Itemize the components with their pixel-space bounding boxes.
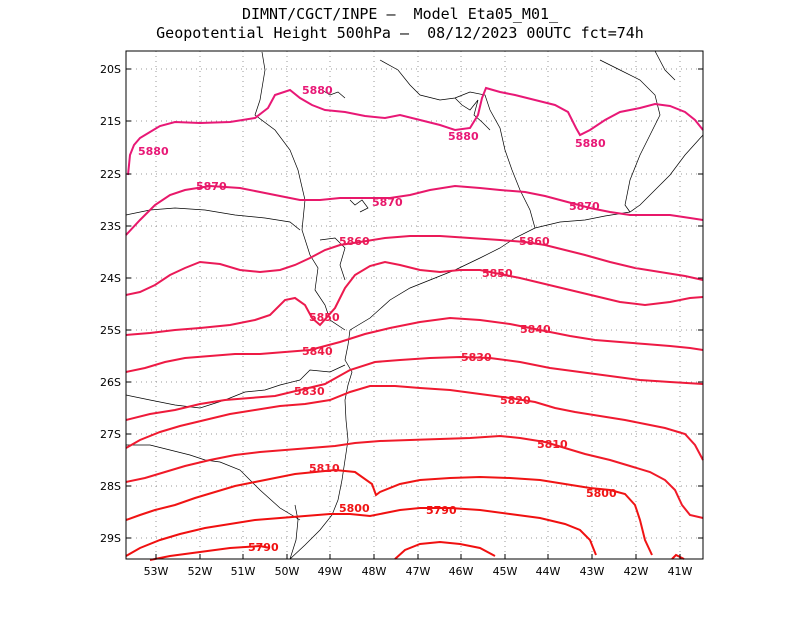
lat-label: 20S <box>100 63 121 76</box>
contour-label: 5880 <box>448 130 479 143</box>
contour-label: 5870 <box>569 200 600 213</box>
lon-label: 41W <box>668 565 693 578</box>
contour-label: 5860 <box>339 235 370 248</box>
lat-label: 28S <box>100 480 121 493</box>
lon-label: 44W <box>536 565 561 578</box>
contour-label: 5860 <box>519 235 550 248</box>
contour-5800 <box>125 468 653 556</box>
contour-5870 <box>125 184 704 236</box>
contour-label: 5830 <box>461 351 492 364</box>
latitude-labels: 20S 21S 22S 23S 24S 25S 26S 27S 28S 29S <box>100 63 121 545</box>
contour-label: 5840 <box>520 323 551 336</box>
contour-label: 5840 <box>302 345 333 358</box>
lon-label: 53W <box>144 565 169 578</box>
contour-5860 <box>125 235 704 296</box>
map-frame <box>125 50 704 560</box>
lon-label: 49W <box>318 565 343 578</box>
lon-label: 46W <box>449 565 474 578</box>
contour-label: 5850 <box>309 311 340 324</box>
contour-labels: 5880 5880 5880 5880 5870 5870 5870 5860 … <box>138 84 617 554</box>
contour-5840 <box>125 316 704 373</box>
contour-5790-south <box>149 544 271 561</box>
lon-label: 52W <box>188 565 213 578</box>
contour-label: 5820 <box>500 394 531 407</box>
contour-label: 5800 <box>339 502 370 515</box>
contour-5780-fragment <box>394 540 496 560</box>
tick-marks <box>126 68 703 559</box>
contour-5820 <box>125 385 704 461</box>
grid-lines <box>126 51 703 559</box>
contour-5850 <box>125 260 704 336</box>
lat-label: 25S <box>100 324 121 337</box>
contour-label: 5790 <box>248 541 279 554</box>
lat-label: 29S <box>100 532 121 545</box>
contour-east-fragment <box>671 553 685 560</box>
contour-label: 5880 <box>138 145 169 158</box>
lat-label: 21S <box>100 115 121 128</box>
title-source-model: DIMNT/CGCT/INPE – Model Eta05_M01_ <box>241 5 559 23</box>
contour-label: 5810 <box>309 462 340 475</box>
coastline-and-borders <box>125 50 704 560</box>
contour-5790 <box>125 507 597 557</box>
lon-label: 50W <box>275 565 300 578</box>
contour-lines <box>125 86 704 561</box>
contour-label: 5870 <box>196 180 227 193</box>
contour-label: 5880 <box>302 84 333 97</box>
lat-label: 23S <box>100 220 121 233</box>
title-field-date: Geopotential Height 500hPa – 08/12/2023 … <box>156 24 644 42</box>
contour-label: 5870 <box>372 196 403 209</box>
contour-label: 5790 <box>426 504 457 517</box>
lon-label: 43W <box>580 565 605 578</box>
contour-label: 5810 <box>537 438 568 451</box>
contour-5880 <box>127 86 704 176</box>
lat-label: 24S <box>100 272 121 285</box>
contour-label: 5880 <box>575 137 606 150</box>
contour-5810 <box>125 434 704 519</box>
contour-label: 5830 <box>294 385 325 398</box>
lat-label: 27S <box>100 428 121 441</box>
lat-label: 26S <box>100 376 121 389</box>
longitude-labels: 53W 52W 51W 50W 49W 48W 47W 46W 45W 44W … <box>144 565 693 578</box>
lon-label: 45W <box>493 565 518 578</box>
lon-label: 51W <box>231 565 256 578</box>
contour-label: 5850 <box>482 267 513 280</box>
contour-5830 <box>125 355 704 421</box>
lon-label: 42W <box>624 565 649 578</box>
lon-label: 47W <box>406 565 431 578</box>
contour-label: 5800 <box>586 487 617 500</box>
lon-label: 48W <box>362 565 387 578</box>
lat-label: 22S <box>100 168 121 181</box>
